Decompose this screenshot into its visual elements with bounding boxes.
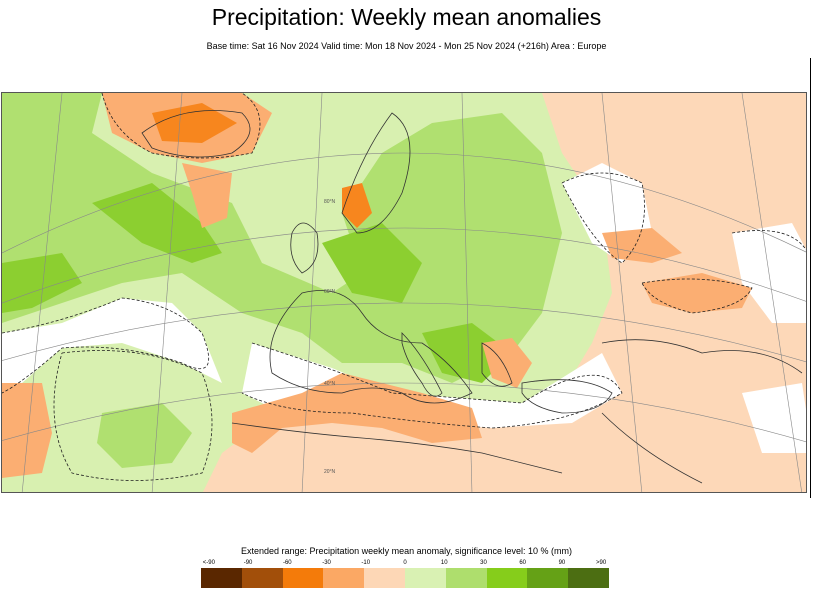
legend-swatch	[445, 568, 487, 588]
legend-swatch	[323, 568, 365, 588]
anomaly-region-negative-mid	[482, 338, 532, 388]
legend-swatch	[527, 568, 569, 588]
legend-tick-label: 30	[480, 560, 487, 566]
anomaly-region-negative-mid	[602, 228, 682, 263]
anomaly-region-positive-strong	[2, 253, 82, 313]
legend-swatch	[568, 568, 609, 588]
anomaly-region-negative-mid	[182, 163, 232, 228]
legend-swatch	[364, 568, 405, 588]
page-title: Precipitation: Weekly mean anomalies	[211, 4, 602, 30]
legend-swatch	[241, 568, 283, 588]
legend-tick-label: 90	[558, 560, 566, 566]
legend-swatch	[282, 568, 324, 588]
coastlines	[141, 110, 803, 484]
anomaly-region-positive-strong	[322, 223, 422, 303]
frame-edge	[810, 58, 811, 498]
page-subtitle: Base time: Sat 16 Nov 2024 Valid time: M…	[206, 41, 607, 51]
anomaly-region-neutral	[742, 383, 806, 453]
graticule-label: 40°N	[324, 381, 336, 387]
anomaly-region-positive-strong	[92, 183, 222, 263]
legend-tick-label: -90	[243, 560, 253, 566]
anomaly-region-neutral	[2, 298, 222, 393]
significance-contours	[2, 93, 806, 481]
legend-tick-label: 10	[440, 560, 448, 566]
legend-tick-label: 0	[403, 560, 407, 566]
legend-tick-label: 60	[519, 560, 527, 566]
legend-colorbar	[201, 568, 609, 588]
legend-tick-label: -30	[322, 560, 331, 566]
legend-swatch	[486, 568, 528, 588]
anomaly-region-positive-mid	[97, 403, 192, 468]
anomaly-region-negative-strong	[152, 103, 237, 143]
legend-tick-label: -10	[361, 560, 371, 566]
graticule-label: 60°N	[324, 289, 336, 295]
legend-swatch	[404, 568, 446, 588]
graticule-label: 20°N	[324, 469, 336, 475]
anomaly-region-negative-mid	[232, 373, 482, 453]
graticule	[2, 93, 806, 492]
anomaly-region-negative-mid	[642, 273, 752, 313]
anomaly-region-positive-mid	[2, 93, 562, 383]
anomaly-region-negative-mid	[2, 383, 52, 478]
legend-tick-label: >90	[596, 560, 607, 566]
anomaly-region-negative-strong	[342, 183, 372, 228]
legend-tick-label: <-90	[202, 560, 215, 566]
legend-tick-label: -60	[282, 560, 292, 566]
graticule-label: 80°N	[324, 199, 336, 205]
legend-swatch	[201, 568, 242, 588]
anomaly-map: 60°N 40°N 80°N 20°N	[1, 92, 807, 493]
map-canvas: 60°N 40°N 80°N 20°N	[2, 93, 806, 492]
legend-title: Extended range: Precipitation weekly mea…	[241, 546, 572, 556]
